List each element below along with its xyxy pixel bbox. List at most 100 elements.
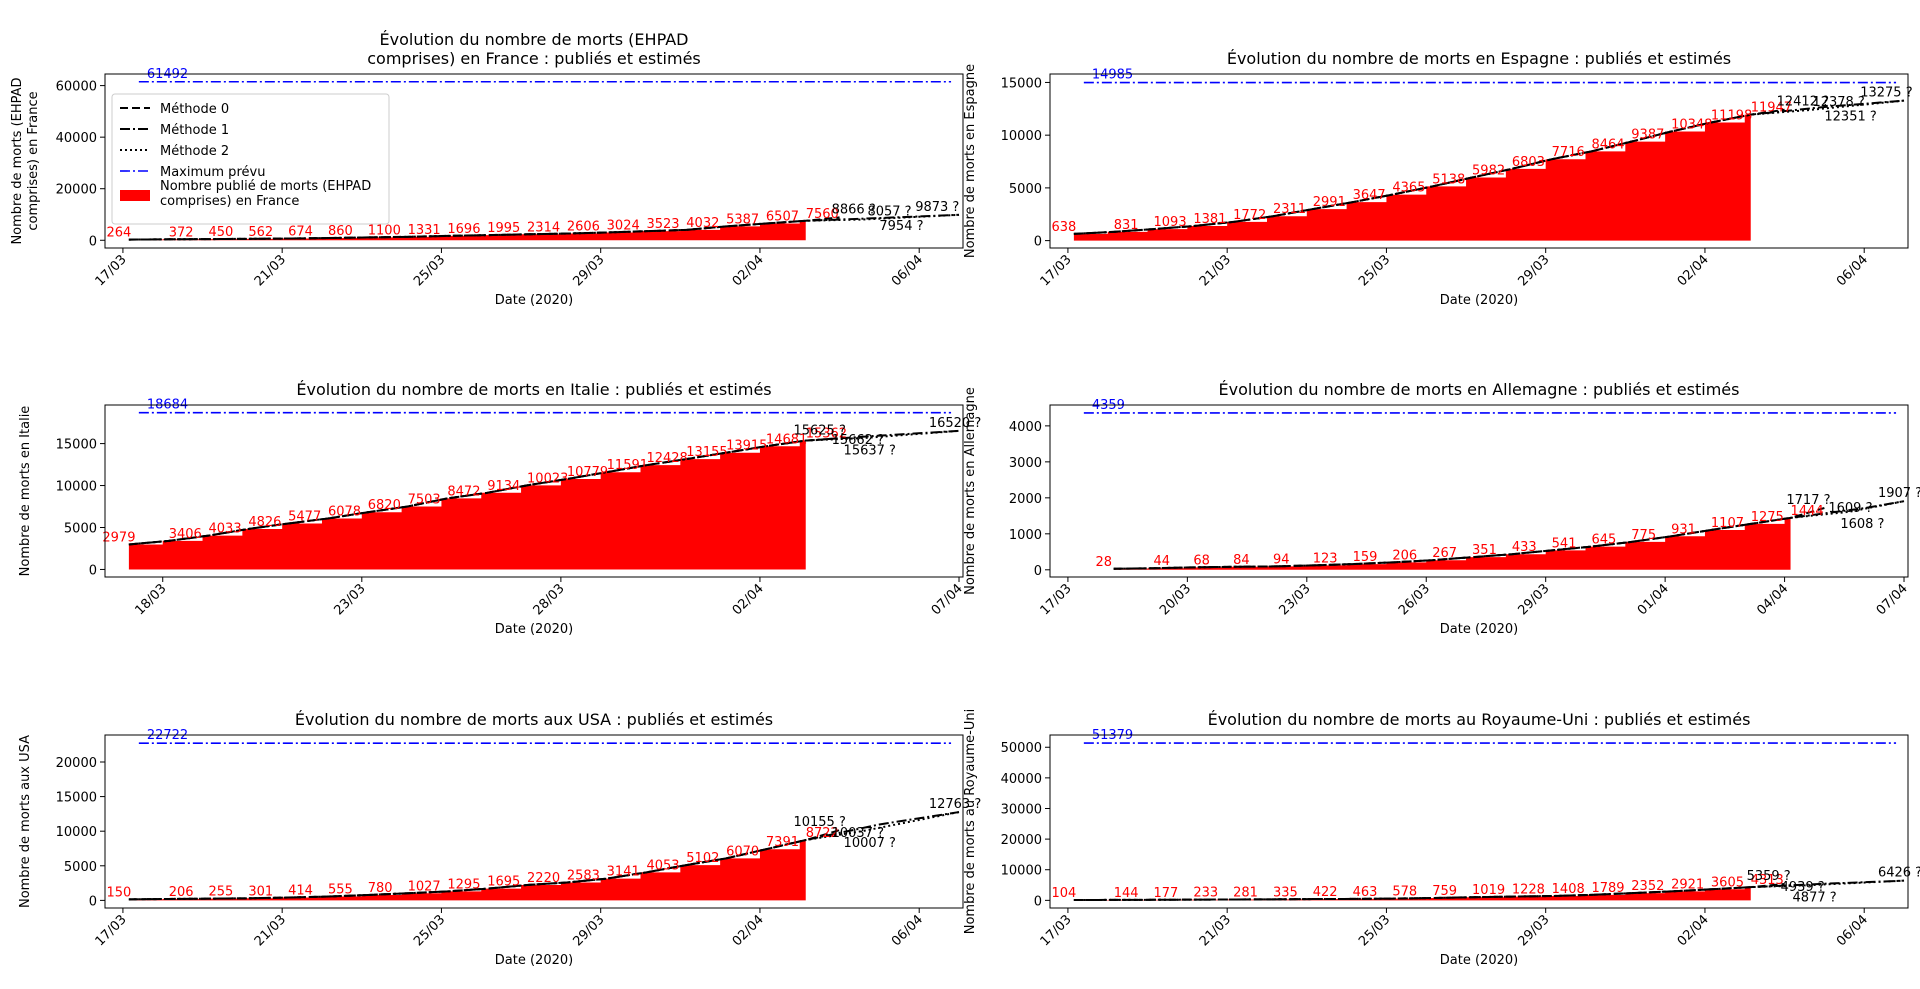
data-label: 5138 — [1432, 172, 1465, 187]
x-tick-label: 02/04 — [1675, 252, 1712, 289]
estimate-label: 8057 ? — [867, 204, 911, 219]
x-tick-label: 29/03 — [1515, 912, 1552, 949]
data-label: 5102 — [686, 851, 719, 866]
data-label: 645 — [1591, 533, 1616, 548]
data-label: 931 — [1671, 522, 1696, 537]
method-2-line — [128, 811, 960, 901]
estimate-label: 16520 ? — [929, 416, 981, 431]
y-axis-label: Nombre de morts aux USA — [18, 735, 33, 908]
x-tick-label: 29/03 — [570, 252, 607, 289]
x-tick-label: 06/04 — [1834, 912, 1871, 949]
x-tick-label: 20/03 — [1157, 581, 1194, 618]
data-label: 422 — [1313, 885, 1338, 900]
y-tick-label: 20000 — [1001, 833, 1042, 848]
data-label: 6803 — [1512, 155, 1545, 170]
y-axis-label: Nombre de morts en Allemagne — [963, 387, 978, 595]
y-tick-label: 5000 — [1009, 182, 1042, 197]
maximum-label: 14985 — [1092, 68, 1133, 83]
x-axis-label: Date (2020) — [1440, 293, 1518, 308]
x-axis-label: Date (2020) — [1440, 622, 1518, 637]
published-area — [128, 220, 806, 241]
data-label: 123 — [1313, 551, 1338, 566]
data-label: 15362 — [806, 427, 847, 442]
data-label: 8472 — [447, 484, 480, 499]
data-label: 3647 — [1353, 188, 1386, 203]
legend-label: Méthode 1 — [160, 123, 229, 138]
data-label: 1772 — [1233, 208, 1266, 223]
data-label: 264 — [107, 226, 132, 241]
data-label: 281 — [1233, 885, 1258, 900]
legend-label: Méthode 2 — [160, 144, 229, 159]
data-label: 1381 — [1193, 212, 1226, 227]
x-tick-label: 21/03 — [1197, 252, 1234, 289]
data-label: 1093 — [1154, 215, 1187, 230]
chart-espagne: 14985 638 831 1093 1381 1772 2311 2991 3647 4365 5… — [963, 49, 1913, 308]
method-2-line — [1073, 879, 1905, 902]
legend-swatch-fill — [120, 190, 150, 201]
x-tick-label: 01/04 — [1635, 581, 1672, 618]
data-label: 351 — [1472, 543, 1497, 558]
data-label: 1295 — [447, 877, 480, 892]
data-label: 2220 — [527, 871, 560, 886]
published-area — [1113, 517, 1791, 570]
data-label: 4313 — [1751, 873, 1784, 888]
data-label: 1019 — [1472, 883, 1505, 898]
data-label: 7716 — [1552, 145, 1585, 160]
y-tick-label: 0 — [1034, 894, 1042, 909]
estimate-label: 5359 ? — [1747, 869, 1791, 884]
x-tick-label: 17/03 — [93, 252, 130, 289]
estimate-label: 4877 ? — [1793, 890, 1837, 905]
estimate-label: 1608 ? — [1840, 517, 1884, 532]
legend-label: comprises) en France — [160, 194, 299, 209]
estimate-label: 15625 ? — [793, 423, 845, 438]
axes-frame — [104, 404, 964, 578]
estimate-label: 12412 ? — [1777, 95, 1829, 110]
data-label: 11947 — [1751, 101, 1792, 116]
published-area — [128, 440, 806, 570]
data-label: 6070 — [726, 844, 759, 859]
y-tick-label: 40000 — [56, 131, 97, 146]
x-tick-label: 07/04 — [1874, 581, 1911, 618]
data-label: 433 — [1512, 540, 1537, 555]
data-label: 2352 — [1631, 879, 1664, 894]
y-tick-label: 30000 — [1001, 802, 1042, 817]
chart-title: Évolution du nombre de morts en Espagne … — [1227, 49, 1731, 68]
method-2-line — [128, 213, 960, 241]
chart-title: Évolution du nombre de morts au Royaume-… — [1208, 710, 1751, 729]
data-label: 44 — [1154, 554, 1171, 569]
estimate-label: 15662 ? — [832, 433, 884, 448]
method-2-line — [1073, 99, 1905, 235]
legend-label: Maximum prévu — [160, 165, 265, 180]
y-tick-label: 20000 — [56, 756, 97, 771]
data-label: 2921 — [1671, 877, 1704, 892]
y-tick-label: 10000 — [1001, 129, 1042, 144]
x-tick-label: 21/03 — [1197, 912, 1234, 949]
y-tick-label: 0 — [89, 894, 97, 909]
y-tick-label: 10000 — [1001, 864, 1042, 879]
data-label: 4365 — [1392, 181, 1425, 196]
data-label: 3406 — [169, 527, 202, 542]
published-area — [128, 840, 806, 901]
data-label: 831 — [1114, 218, 1139, 233]
estimate-label: 12378 ? — [1812, 95, 1864, 110]
axes-frame — [104, 734, 964, 909]
x-tick-label: 25/03 — [411, 252, 448, 289]
data-label: 335 — [1273, 885, 1298, 900]
y-tick-label: 60000 — [56, 80, 97, 95]
data-label: 4826 — [248, 515, 281, 530]
maximum-label: 22722 — [147, 728, 188, 743]
y-tick-label: 1000 — [1009, 528, 1042, 543]
estimate-label: 9873 ? — [915, 200, 959, 215]
estimate-label: 7954 ? — [879, 219, 923, 234]
y-tick-label: 0 — [1034, 235, 1042, 250]
y-axis-label: Nombre de morts en Italie — [18, 406, 33, 577]
data-label: 5477 — [288, 509, 321, 524]
chart-title: Évolution du nombre de morts en Italie :… — [296, 380, 771, 399]
estimate-label: 4939 ? — [1781, 880, 1825, 895]
data-label: 4033 — [209, 522, 242, 537]
data-label: 206 — [169, 885, 194, 900]
method-2-line — [1113, 500, 1905, 570]
x-tick-label: 02/04 — [730, 581, 767, 618]
data-label: 12428 — [646, 451, 687, 466]
